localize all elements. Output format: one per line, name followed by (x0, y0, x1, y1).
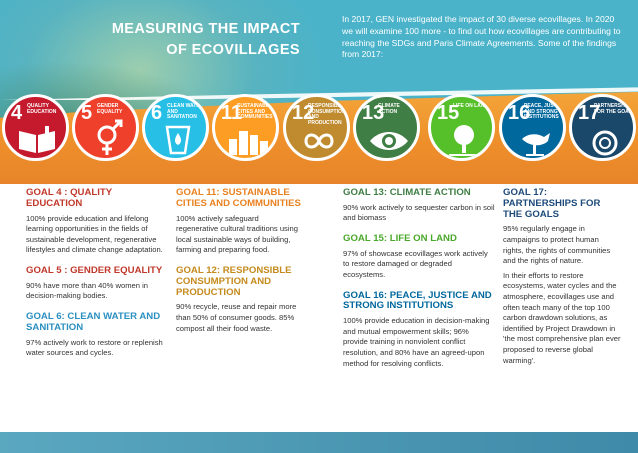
column-3: GOAL 13: CLIMATE ACTION 90% work activel… (343, 187, 495, 428)
goal-17-text-1: 95% regularly engage in campaigns to pro… (503, 224, 611, 266)
goal-13-text: 90% work actively to sequester carbon in… (343, 202, 495, 223)
goal-5-heading: GOAL 5 : GENDER EQUALITY (26, 264, 163, 276)
page-title: MEASURING THE IMPACT OF ECOVILLAGES (111, 21, 300, 58)
goal-12-heading: GOAL 12: RESPONSIBLE CONSUMPTION AND PRO… (176, 264, 292, 298)
city-icon (229, 131, 268, 155)
sdg-4-quality-education: 4 QUALITY EDUCATION (2, 94, 69, 161)
sdg-16-peace-justice: 16 PEACE, JUSTICE AND STRONG INSTITUTION… (499, 94, 566, 161)
goal-11-text: 100% actively safeguard regenerative cul… (176, 213, 298, 255)
goal-12-text: 90% recycle, reuse and repair more than … (176, 302, 297, 333)
intro-text: In 2017, GEN investigated the impact of … (342, 14, 621, 60)
column-2: GOAL 11: SUSTAINABLE CITIES AND COMMUNIT… (176, 187, 302, 428)
goal-17-text-2: In their efforts to restore ecosystems, … (503, 270, 621, 365)
goal-17-heading: GOAL 17: PARTNERSHIPS FOR THE GOALS (503, 187, 601, 220)
sdg-13-climate-action: 13 CLIMATE ACTION (353, 94, 420, 161)
goal-15-heading: GOAL 15: LIFE ON LAND (343, 232, 457, 244)
goal-13-heading: GOAL 13: CLIMATE ACTION (343, 187, 471, 198)
sdg-15-life-on-land: 15 LIFE ON LAND (428, 94, 495, 161)
tree-icon (449, 125, 479, 156)
goal-11-heading: GOAL 11: SUSTAINABLE CITIES AND COMMUNIT… (176, 187, 301, 209)
goal-4-text: 100% provide education and lifelong lear… (26, 213, 163, 255)
sdg-5-gender-equality: 5 GENDER EQUALITY (72, 94, 139, 161)
sdg-11-sustainable-cities: 11 SUSTAINABLE CITIES AND COMMUNITIES (212, 94, 279, 161)
sdg-17-partnerships: 17 PARTNERSHIPS FOR THE GOALS (569, 94, 636, 161)
goal-6-heading: GOAL 6: CLEAN WATER AND SANITATION (26, 310, 161, 333)
goal-16-text: 100% provide education in decision-makin… (343, 316, 490, 368)
goal-16-heading: GOAL 16: PEACE, JUSTICE AND STRONG INSTI… (343, 289, 492, 312)
eye-globe-icon (370, 132, 408, 150)
sdg-icon-row: 4 QUALITY EDUCATION 5 GENDER EQUALITY 6 … (0, 94, 638, 168)
goal-5-text: 90% have more than 40% women in decision… (26, 280, 148, 301)
goal-6-text: 97% actively work to restore or replenis… (26, 337, 163, 358)
sdg-6-clean-water: 6 CLEAN WATER AND SANITATION (142, 94, 209, 161)
water-drop-icon (165, 125, 191, 155)
rings-icon (592, 130, 618, 156)
goal-15-text: 97% of showcase ecovillages work activel… (343, 248, 488, 279)
column-4: GOAL 17: PARTNERSHIPS FOR THE GOALS 95% … (503, 187, 621, 428)
dove-icon (522, 133, 550, 156)
sdg-12-responsible-consumption: 12 RESPONSIBLE CONSUMPTION AND PRODUCTIO… (283, 94, 350, 161)
gender-icon (97, 119, 123, 155)
book-pencil-icon (19, 126, 55, 153)
column-1: GOAL 4 : QUALITY EDUCATION 100% provide … (26, 187, 166, 428)
infinity-icon (304, 133, 334, 149)
goal-4-heading: GOAL 4 : QUALITY EDUCATION (26, 187, 112, 209)
footer-band (0, 432, 638, 453)
